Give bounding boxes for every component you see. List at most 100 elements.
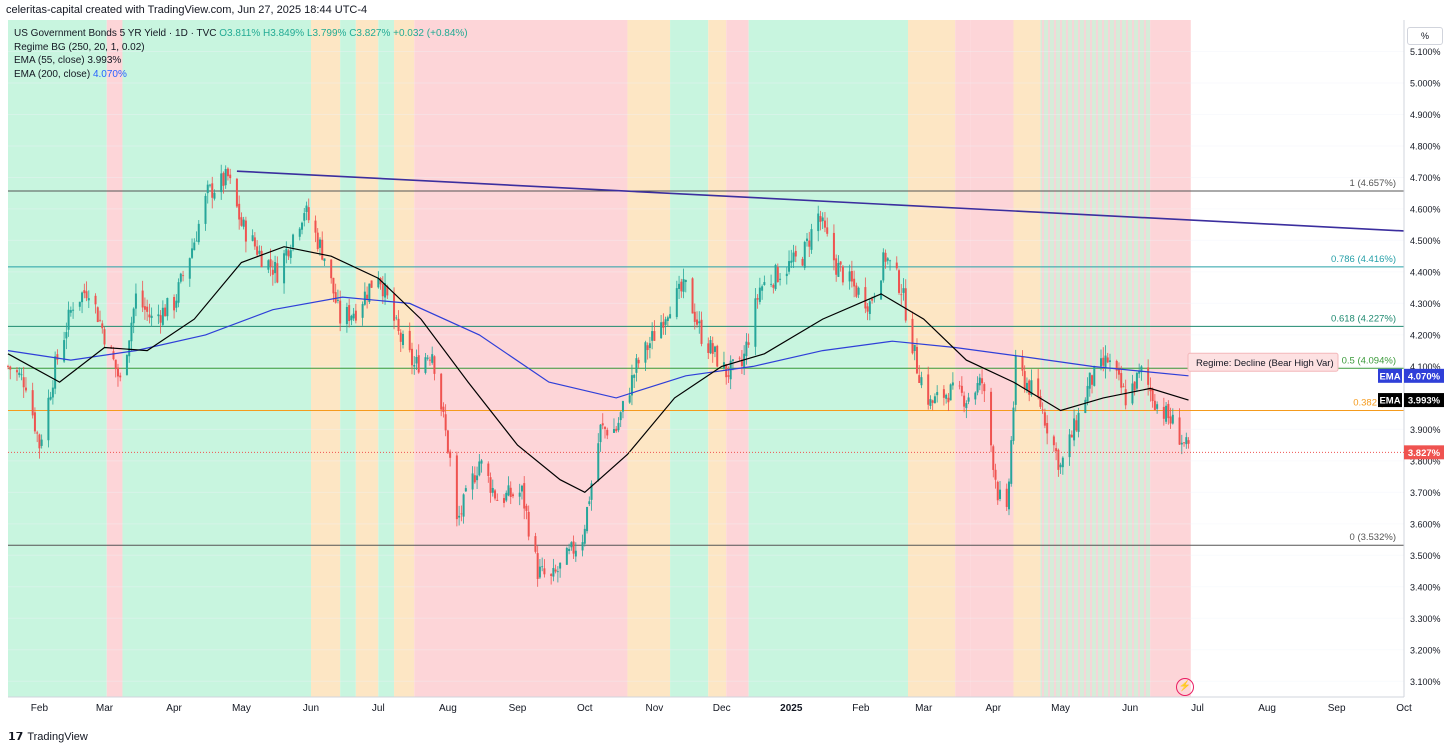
candle-body <box>197 223 200 243</box>
legend-ema55-row[interactable]: EMA (55, close) 3.993% <box>14 54 468 68</box>
candle-body <box>116 367 119 377</box>
candle-body <box>399 332 402 342</box>
candle-body <box>1183 442 1186 444</box>
candle-body <box>805 238 808 241</box>
candle-body <box>568 548 571 551</box>
tradingview-logo-mark: 𝟭𝟳 <box>8 731 24 743</box>
regime-band-2 <box>122 20 311 697</box>
candle-body <box>848 271 851 282</box>
candle-body <box>298 228 301 237</box>
candle-body <box>911 318 914 354</box>
tradingview-logo[interactable]: 𝟭𝟳 TradingView <box>8 730 88 743</box>
candle-body <box>222 172 225 186</box>
x-tick-label: Apr <box>985 703 1001 714</box>
candle-body <box>1124 389 1127 406</box>
fibonacci-levels: 1 (4.657%) 0.786 (4.416%) 0.618 (4.227%) 0.… <box>8 178 1404 546</box>
legend-ema200-row[interactable]: EMA (200, close) 4.070% <box>14 68 468 82</box>
candle-body <box>635 358 638 373</box>
footer: 𝟭𝟳 TradingView <box>0 724 1456 747</box>
candle-body <box>1057 449 1060 470</box>
candle-body <box>67 309 70 330</box>
candle-body <box>758 287 761 302</box>
candle-body <box>520 485 523 492</box>
candle-body <box>157 314 160 317</box>
candle-body <box>523 483 526 509</box>
candle-body <box>1108 360 1111 362</box>
candle-body <box>458 515 461 518</box>
candle-body <box>541 566 544 568</box>
y-tick-label: 3.600% <box>1410 519 1441 529</box>
candle-body <box>146 306 149 312</box>
candle-body <box>1106 357 1109 363</box>
legend-symbol-row[interactable]: US Government Bonds 5 YR Yield · 1D · TV… <box>14 27 468 41</box>
candle-body <box>336 299 339 301</box>
y-tick-label: 4.100% <box>1410 362 1441 372</box>
candle-body <box>770 283 773 285</box>
y-tick-label: 5.000% <box>1410 78 1441 88</box>
candle-body <box>334 292 337 303</box>
candle-body <box>543 568 546 575</box>
candle-body <box>570 542 573 548</box>
candle-body <box>1039 396 1042 407</box>
candle-body <box>738 357 741 359</box>
candle-body <box>684 279 687 283</box>
candle-body <box>211 183 214 198</box>
candle-body <box>148 314 151 318</box>
candle-body <box>424 357 427 373</box>
candle-body <box>22 377 25 388</box>
symbol-name: US Government Bonds 5 YR Yield · 1D · TV… <box>14 28 217 39</box>
legend-regime-row[interactable]: Regime BG (250, 20, 1, 0.02) <box>14 41 468 55</box>
candle-body <box>538 566 541 578</box>
ohlc-open: O3.811% <box>219 28 261 39</box>
candle-body <box>855 285 858 297</box>
candle-body <box>918 375 921 383</box>
candle-body <box>743 353 746 368</box>
candle-body <box>332 277 335 294</box>
regime-band-18 <box>1040 20 1151 697</box>
candle-body <box>132 308 135 324</box>
candle-body <box>491 487 494 493</box>
candle-body <box>615 428 618 432</box>
candle-body <box>884 252 887 262</box>
ema200-value: 4.070% <box>92 68 127 80</box>
candle-body <box>693 311 696 322</box>
y-tick-label: 3.900% <box>1410 425 1441 435</box>
candle-body <box>323 258 326 262</box>
candle-body <box>713 346 716 352</box>
candle-body <box>680 281 683 292</box>
candle-body <box>731 359 734 361</box>
candle-body <box>220 173 223 193</box>
x-tick-label: Feb <box>852 703 870 714</box>
candle-body <box>1014 355 1017 405</box>
candle-body <box>1010 440 1013 484</box>
price-chart[interactable]: 1 (4.657%) 0.786 (4.416%) 0.618 (4.227%) 0.… <box>0 0 1456 724</box>
candle-body <box>1023 371 1026 389</box>
candle-body <box>1059 464 1062 468</box>
candle-body <box>446 430 449 453</box>
trendline[interactable] <box>236 170 1405 232</box>
candle-body <box>134 293 137 309</box>
candle-body <box>772 284 775 288</box>
candle-body <box>462 494 465 517</box>
bolt-icon[interactable]: ⚡ <box>1176 678 1194 696</box>
candle-body <box>455 455 458 520</box>
candle-body <box>408 330 411 351</box>
regime-band-12 <box>726 20 749 697</box>
candle-body <box>480 460 483 464</box>
candle-body <box>476 475 479 481</box>
candle-body <box>936 392 939 396</box>
y-tick-label: 3.800% <box>1410 456 1441 466</box>
percent-scale-button[interactable]: % <box>1407 27 1443 45</box>
x-tick-label: Aug <box>1258 703 1276 714</box>
ema55-line <box>7 246 1189 494</box>
candle-body <box>826 227 829 234</box>
candle-body <box>379 278 382 285</box>
candle-body <box>1077 412 1080 432</box>
candle-body <box>819 216 822 222</box>
y-tick-label: 3.400% <box>1410 582 1441 592</box>
candle-body <box>442 406 445 413</box>
candle-body <box>945 394 948 399</box>
regime-band-1 <box>106 20 123 697</box>
candle-body <box>166 297 169 317</box>
candle-body <box>868 301 871 314</box>
